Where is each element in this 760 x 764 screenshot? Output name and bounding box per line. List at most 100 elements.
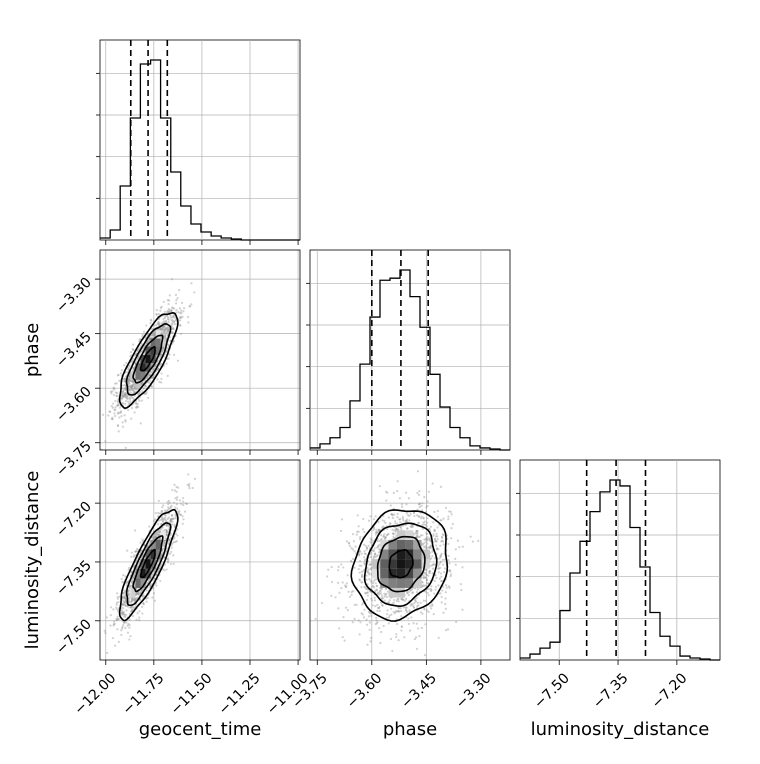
scatter-point — [383, 536, 385, 538]
scatter-point — [114, 409, 116, 411]
scatter-point — [410, 616, 412, 618]
scatter-point — [168, 354, 170, 356]
scatter-point — [439, 578, 441, 580]
scatter-point — [394, 522, 396, 524]
scatter-panel-phase-luminosity_distance — [310, 460, 510, 660]
scatter-point — [135, 406, 137, 408]
scatter-point — [327, 569, 329, 571]
scatter-point — [352, 621, 354, 623]
scatter-point — [428, 491, 430, 493]
scatter-point — [416, 536, 418, 538]
scatter-point — [124, 627, 126, 629]
scatter-point — [416, 508, 418, 510]
scatter-point — [442, 612, 444, 614]
scatter-point — [445, 584, 447, 586]
scatter-point — [321, 602, 323, 604]
scatter-point — [406, 512, 408, 514]
scatter-point — [396, 610, 398, 612]
scatter-point — [129, 365, 131, 367]
scatter-point — [359, 538, 361, 540]
scatter-point — [179, 499, 181, 501]
scatter-point — [417, 470, 419, 472]
scatter-point — [426, 547, 428, 549]
scatter-point — [416, 492, 418, 494]
scatter-point — [117, 598, 119, 600]
scatter-point — [128, 378, 130, 380]
xtick-label-geocent_time-1: −11.75 — [120, 670, 168, 718]
scatter-point — [438, 637, 440, 639]
scatter-point — [158, 313, 160, 315]
scatter-point — [386, 609, 388, 611]
scatter-point — [363, 544, 365, 546]
scatter-point — [379, 590, 381, 592]
scatter-point — [398, 607, 400, 609]
scatter-point — [455, 621, 457, 623]
hist-frame-luminosity_distance — [520, 460, 720, 660]
scatter-point — [130, 391, 132, 393]
scatter-point — [409, 630, 411, 632]
scatter-point — [443, 517, 445, 519]
scatter-point — [173, 320, 175, 322]
scatter-point — [390, 608, 392, 610]
scatter-point — [153, 592, 155, 594]
scatter-point — [356, 534, 358, 536]
scatter-point — [155, 324, 157, 326]
scatter-point — [128, 402, 130, 404]
scatter-point — [411, 603, 413, 605]
scatter-point — [422, 528, 424, 530]
scatter-point — [448, 510, 450, 512]
scatter-point — [429, 605, 431, 607]
scatter-point — [180, 514, 182, 516]
scatter-point — [452, 523, 454, 525]
scatter-point — [337, 569, 339, 571]
scatter-point — [145, 386, 147, 388]
scatter-point — [424, 623, 426, 625]
scatter-point — [359, 536, 361, 538]
scatter-point — [123, 364, 125, 366]
scatter-point — [377, 546, 379, 548]
scatter-point — [427, 575, 429, 577]
scatter-point — [393, 599, 395, 601]
scatter-point — [160, 378, 162, 380]
scatter-point — [382, 604, 384, 606]
scatter-point — [164, 518, 166, 520]
scatter-point — [138, 400, 140, 402]
scatter-point — [342, 616, 344, 618]
scatter-point — [366, 644, 368, 646]
scatter-point — [361, 571, 363, 573]
scatter-point — [449, 575, 451, 577]
scatter-point — [410, 605, 412, 607]
scatter-point — [416, 530, 418, 532]
scatter-point — [451, 513, 453, 515]
scatter-point — [112, 407, 114, 409]
scatter-point — [176, 496, 178, 498]
scatter-point — [370, 637, 372, 639]
scatter-point — [151, 386, 153, 388]
scatter-point — [410, 525, 412, 527]
scatter-point — [135, 597, 137, 599]
scatter-point — [433, 592, 435, 594]
scatter-point — [157, 523, 159, 525]
scatter-point — [363, 562, 365, 564]
scatter-point — [150, 319, 152, 321]
scatter-point — [118, 416, 120, 418]
scatter-point — [115, 395, 117, 397]
scatter-point — [435, 544, 437, 546]
scatter-point — [378, 551, 380, 553]
scatter-point — [353, 550, 355, 552]
scatter-point — [127, 381, 129, 383]
scatter-point — [160, 306, 162, 308]
scatter-point — [116, 608, 118, 610]
scatter-point — [118, 404, 120, 406]
scatter-point — [440, 554, 442, 556]
scatter-point — [346, 540, 348, 542]
scatter-point — [420, 505, 422, 507]
density-cell — [135, 372, 140, 380]
scatter-point — [128, 590, 130, 592]
scatter-point — [391, 650, 393, 652]
scatter-point — [133, 554, 135, 556]
scatter-point — [345, 607, 347, 609]
scatter-point — [366, 579, 368, 581]
scatter-point — [146, 601, 148, 603]
scatter-point — [408, 497, 410, 499]
